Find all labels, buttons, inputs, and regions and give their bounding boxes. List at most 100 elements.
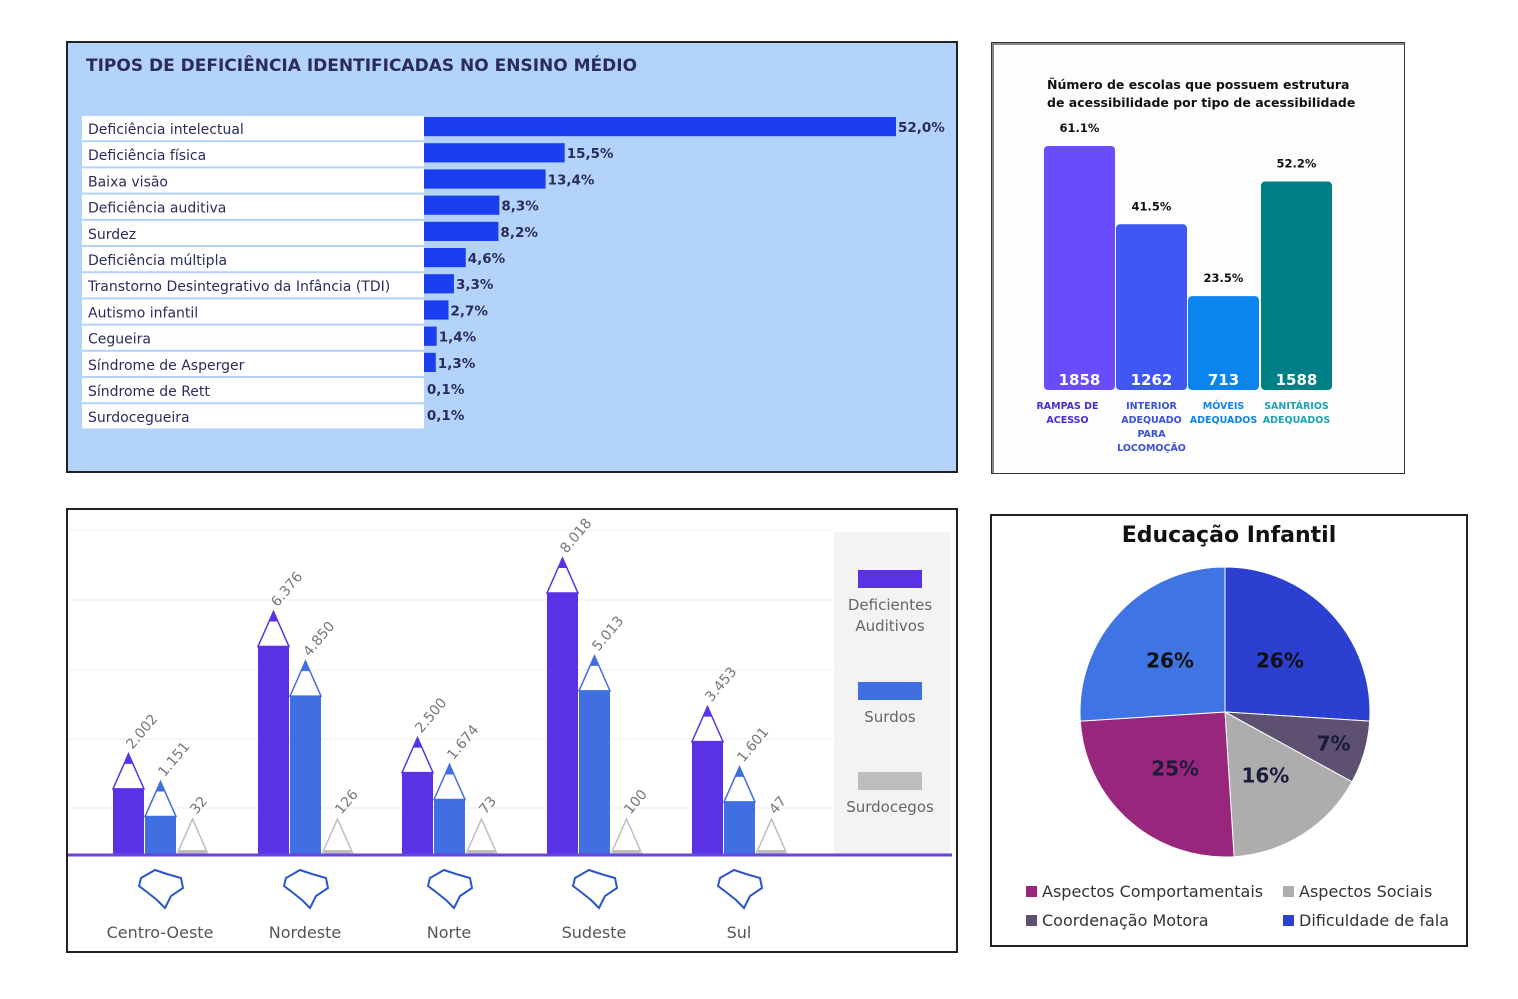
category-label: PARA bbox=[1137, 429, 1166, 440]
pencil-lead bbox=[300, 661, 311, 672]
pencil-tip bbox=[143, 779, 178, 818]
value-label: 8.018 bbox=[557, 516, 595, 557]
bar bbox=[424, 326, 437, 346]
bar bbox=[692, 741, 723, 854]
category-label-bg bbox=[82, 247, 424, 272]
pie-slice bbox=[1224, 566, 1371, 722]
pencil-lead bbox=[734, 766, 745, 777]
pencil-lead bbox=[412, 737, 423, 748]
value-label: 23.5% bbox=[1204, 271, 1244, 285]
value-label: 2.002 bbox=[123, 711, 161, 752]
pencil-tip bbox=[175, 817, 210, 855]
category-label: LOCOMOÇÃO bbox=[1117, 443, 1186, 454]
value-label: 0,1% bbox=[427, 408, 465, 424]
category-label-bg bbox=[82, 273, 424, 298]
value-label: 126 bbox=[332, 787, 361, 818]
count-label: 713 bbox=[1208, 371, 1239, 389]
bar bbox=[402, 772, 433, 854]
pencil-lead bbox=[123, 753, 134, 764]
category-label: Autismo infantil bbox=[88, 305, 198, 321]
pencil-tip bbox=[111, 751, 146, 790]
category-label-bg bbox=[82, 220, 424, 245]
category-label-bg bbox=[82, 116, 424, 141]
bar bbox=[424, 248, 466, 268]
category-label: Cegueira bbox=[88, 332, 151, 348]
slice-label: 16% bbox=[1241, 764, 1289, 788]
category-label: ADEQUADO bbox=[1121, 415, 1182, 426]
category-label: Surdez bbox=[88, 227, 136, 243]
pencil-tip bbox=[722, 765, 757, 803]
pencil-tip bbox=[609, 817, 644, 855]
regioes-bar-chart: Deficientes Auditivos Surdos Surdocegos 2.00… bbox=[68, 516, 952, 942]
bar bbox=[724, 801, 755, 854]
category-label: Baixa visão bbox=[88, 174, 168, 190]
legend-swatch bbox=[858, 772, 922, 790]
category-label-bg bbox=[82, 325, 424, 350]
category-label: Síndrome de Asperger bbox=[88, 358, 245, 374]
chart-deficiencias-ensino-medio: TIPOS DE DEFICIÊNCIA IDENTIFICADAS NO EN… bbox=[66, 41, 958, 473]
value-label: 4,6% bbox=[468, 251, 506, 267]
value-label: 61.1% bbox=[1060, 121, 1100, 135]
value-label: 13,4% bbox=[548, 172, 595, 188]
value-label: 2,7% bbox=[451, 303, 489, 319]
category-label: Surdocegueira bbox=[88, 410, 190, 426]
legend-swatch bbox=[1283, 915, 1294, 926]
region-label: Sul bbox=[727, 923, 752, 942]
bar bbox=[290, 696, 321, 854]
value-label: 73 bbox=[476, 794, 500, 818]
legend-swatch bbox=[858, 570, 922, 588]
bar bbox=[1261, 181, 1332, 390]
chart-acessibilidade-escolas: Ñúmero de escolas que possuem estrutura d… bbox=[991, 42, 1405, 474]
slice-label: 7% bbox=[1317, 732, 1351, 756]
chart-title: TIPOS DE DEFICIÊNCIA IDENTIFICADAS NO EN… bbox=[86, 54, 637, 76]
legend-label: Surdos bbox=[864, 708, 916, 726]
value-label: 1.674 bbox=[444, 722, 482, 763]
pie-slice bbox=[1079, 711, 1235, 858]
chart-deficiencia-auditiva-regioes: Deficientes Auditivos Surdos Surdocegos 2.00… bbox=[66, 508, 958, 953]
category-label: Deficiência intelectual bbox=[88, 122, 244, 138]
pie-group: 26% 7% 16% 25% 26% Aspectos Comportamentais As… bbox=[1026, 566, 1449, 930]
category-label-bg bbox=[82, 378, 424, 403]
pencil-lead bbox=[589, 655, 600, 666]
pencil-lead bbox=[268, 611, 279, 622]
value-label: 41.5% bbox=[1132, 199, 1172, 213]
category-label-bg bbox=[82, 299, 424, 324]
legend-swatch bbox=[1283, 886, 1294, 897]
value-label: 1,3% bbox=[438, 356, 476, 372]
bar bbox=[179, 850, 206, 854]
deficiencias-bar-chart: TIPOS DE DEFICIÊNCIA IDENTIFICADAS NO EN… bbox=[82, 54, 945, 429]
brazil-map-icon bbox=[137, 868, 185, 910]
bar bbox=[468, 850, 495, 854]
region-label: Norte bbox=[427, 923, 471, 942]
category-label: INTERIOR bbox=[1126, 401, 1177, 412]
category-label-bg bbox=[82, 404, 424, 429]
value-label: 32 bbox=[187, 794, 211, 818]
value-label: 5.013 bbox=[589, 613, 627, 654]
pencil-tip bbox=[400, 735, 435, 774]
pencil-tip bbox=[432, 762, 467, 801]
pencil-tip bbox=[288, 659, 323, 697]
bars-group: Ñúmero de escolas que possuem estrutura d… bbox=[1036, 77, 1355, 454]
value-label: 100 bbox=[621, 787, 650, 818]
value-label: 47 bbox=[766, 794, 790, 818]
chart-title-line1: Ñúmero de escolas que possuem estrutura bbox=[1047, 77, 1349, 92]
category-label-bg bbox=[82, 351, 424, 376]
educacao-infantil-pie: Educação Infantil 26% 7% 16% 25% 26% Aspectos… bbox=[1026, 523, 1449, 930]
value-label: 52.2% bbox=[1277, 157, 1317, 171]
bar bbox=[434, 799, 465, 854]
value-label: 8,3% bbox=[501, 199, 539, 215]
value-label: 3,3% bbox=[456, 277, 494, 293]
bar bbox=[424, 169, 546, 189]
category-label: Transtorno Desintegrativo da Infância (T… bbox=[87, 279, 390, 295]
pencil-tip bbox=[754, 817, 789, 855]
legend-swatch bbox=[1026, 915, 1037, 926]
value-label: 15,5% bbox=[567, 146, 614, 162]
brazil-map-icon bbox=[716, 868, 764, 910]
pencil-tip bbox=[577, 653, 612, 692]
bar bbox=[145, 816, 176, 854]
legend-label: Aspectos Sociais bbox=[1299, 882, 1432, 901]
legend-swatch bbox=[1026, 886, 1037, 897]
slice-label: 25% bbox=[1151, 757, 1199, 781]
category-label: Deficiência auditiva bbox=[88, 201, 226, 217]
pie-slice bbox=[1224, 711, 1353, 858]
